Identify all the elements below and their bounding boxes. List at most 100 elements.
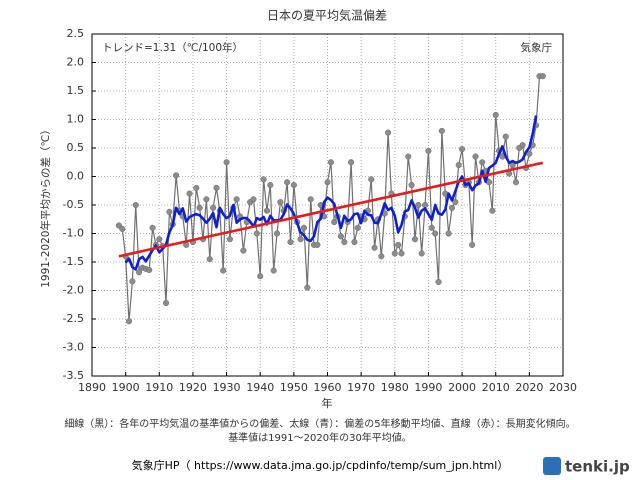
series-line — [124, 115, 538, 271]
y-tick-label: 0.5 — [67, 141, 85, 154]
x-tick-label: 1900 — [112, 381, 140, 394]
data-point — [395, 241, 402, 248]
data-point — [337, 233, 345, 240]
agency-annotation: 気象庁 — [521, 41, 553, 54]
data-point — [502, 133, 509, 140]
data-point — [250, 196, 257, 203]
data-point — [378, 253, 385, 260]
data-point — [304, 284, 311, 291]
plot-frame — [91, 33, 564, 377]
x-tick-label: 2010 — [482, 381, 510, 394]
data-point — [539, 73, 546, 80]
data-point — [425, 147, 432, 154]
data-point — [125, 318, 133, 325]
data-point — [314, 241, 321, 248]
x-tick-label: 1980 — [381, 381, 409, 394]
x-tick-label: 1970 — [347, 381, 375, 394]
x-tick-label: 1960 — [314, 381, 342, 394]
data-point — [210, 204, 217, 211]
data-point — [203, 196, 210, 203]
trend-annotation: トレンド=1.31（℃/100年） — [102, 41, 243, 54]
data-point — [435, 278, 442, 286]
x-tick-label: 1940 — [246, 381, 274, 394]
data-point — [331, 219, 338, 226]
data-point — [223, 159, 230, 166]
y-tick-label: -1.5 — [63, 255, 84, 268]
data-point — [166, 208, 173, 215]
data-point — [422, 201, 429, 209]
data-point — [385, 129, 392, 136]
data-point — [277, 199, 284, 206]
x-tick-label: 2030 — [549, 381, 577, 394]
data-point — [240, 247, 247, 254]
y-tick-label: -0.5 — [63, 198, 84, 211]
y-tick-label: 0.0 — [67, 170, 85, 183]
data-point — [492, 111, 499, 118]
data-point — [512, 179, 519, 186]
data-point — [186, 190, 193, 197]
data-point — [220, 267, 227, 274]
data-point — [455, 162, 462, 169]
data-point — [459, 146, 466, 153]
y-tick-label: 2.0 — [67, 56, 85, 69]
data-point — [452, 199, 459, 206]
y-tick-label: 1.5 — [67, 84, 85, 97]
x-tick-label: 1890 — [78, 381, 106, 394]
data-point — [368, 176, 375, 183]
data-point — [371, 244, 378, 251]
data-point — [149, 224, 156, 231]
data-point — [428, 224, 435, 231]
chart-title: 日本の夏平均気温偏差 — [267, 8, 387, 23]
note: 細線（黒）：各年の平均気温の基準値からの偏差、太線（青）：偏差の5年移動平均値、… — [64, 417, 575, 430]
data-point — [284, 179, 291, 186]
data-point — [432, 230, 439, 237]
data-point — [206, 256, 213, 263]
data-point — [129, 278, 136, 285]
data-point — [273, 230, 281, 237]
y-tick-label: -2.5 — [63, 312, 84, 325]
note: 基準値は1991〜2020年の30年平均値。 — [228, 431, 412, 444]
data-point — [489, 207, 496, 214]
data-point — [408, 182, 415, 189]
data-point — [354, 224, 361, 231]
source: 気象庁HP（ https://www.data.jma.go.jp/cpdinf… — [132, 458, 509, 472]
x-tick-label: 1910 — [145, 381, 173, 394]
data-point — [415, 201, 422, 209]
data-point — [260, 176, 267, 183]
data-point — [479, 159, 486, 166]
data-point — [519, 142, 526, 149]
data-point — [253, 230, 260, 237]
data-point — [324, 179, 331, 186]
data-point — [348, 159, 355, 166]
y-tick-label: -1.0 — [63, 227, 84, 240]
logo: tenki.jp — [565, 458, 630, 476]
data-point — [438, 127, 445, 134]
x-tick-label: 2020 — [515, 381, 543, 394]
x-tick-label: 1950 — [280, 381, 308, 394]
data-point — [162, 299, 170, 307]
data-point — [445, 230, 452, 237]
x-axis-label: 年 — [322, 396, 333, 410]
data-point — [398, 250, 405, 257]
series-line — [118, 161, 544, 258]
data-point — [213, 184, 220, 191]
data-point — [307, 196, 314, 203]
data-point — [287, 239, 294, 246]
data-point — [136, 269, 143, 276]
data-point — [173, 172, 180, 179]
data-point — [351, 239, 358, 246]
data-point — [391, 250, 398, 257]
y-axis-label: 1991-2020年平均からの差（℃） — [39, 124, 52, 288]
data-point — [267, 182, 274, 189]
data-point — [119, 225, 126, 232]
y-tick-label: -3.5 — [63, 369, 84, 382]
y-tick-label: -2.0 — [63, 284, 84, 297]
data-point — [472, 153, 479, 160]
data-point — [297, 236, 304, 243]
y-tick-label: -3.0 — [63, 341, 84, 354]
x-tick-label: 2000 — [448, 381, 476, 394]
data-point — [327, 159, 334, 166]
data-point — [290, 182, 297, 189]
data-point — [469, 241, 476, 248]
